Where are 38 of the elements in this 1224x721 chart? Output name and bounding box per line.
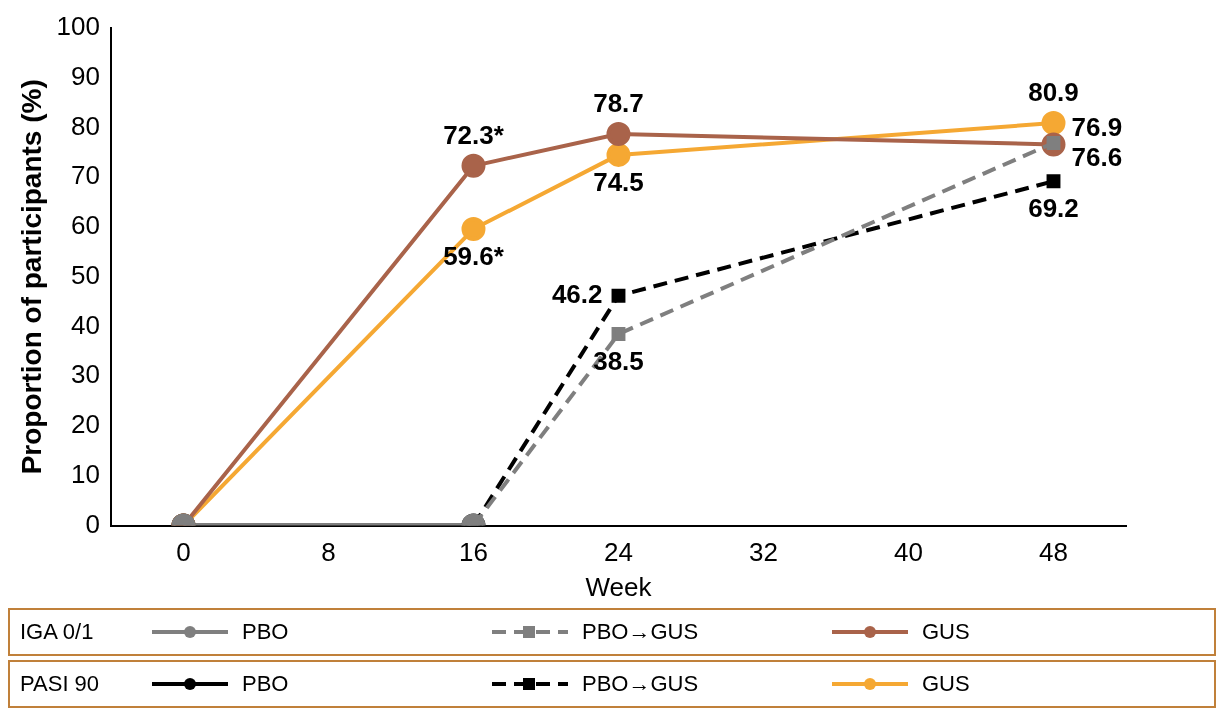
x-tick-label: 0 [176, 537, 191, 568]
x-tick-label: 16 [459, 537, 488, 568]
data-label: 59.6* [443, 241, 505, 272]
y-tick-label: 40 [71, 309, 100, 340]
data-label: 74.5 [593, 167, 644, 198]
y-axis-title: Proportion of participants (%) [15, 79, 47, 475]
data-label: 46.2 [551, 278, 603, 309]
y-tick-label: 30 [71, 359, 100, 390]
data-label: 78.7 [593, 88, 644, 119]
x-tick-label: 8 [321, 537, 336, 568]
legend-label: PBO [242, 671, 289, 697]
data-label: 80.9 [1028, 77, 1079, 108]
y-tick-label: 90 [71, 60, 100, 91]
legend-label: PBO→GUS [582, 619, 699, 645]
legend-label: GUS [922, 671, 970, 697]
legend-label: PBO→GUS [582, 671, 699, 697]
data-label: 38.5 [593, 346, 644, 377]
y-tick-label: 50 [71, 259, 100, 290]
x-tick-label: 48 [1039, 537, 1068, 568]
y-tick-label: 60 [71, 210, 100, 241]
text: IGA 0/1 [20, 619, 95, 645]
y-tick-label: 100 [56, 11, 100, 42]
y-tick-label: 10 [71, 459, 100, 490]
x-tick-label: 24 [604, 537, 633, 568]
data-label: 76.9 [1071, 112, 1123, 143]
data-label: 69.2 [1028, 193, 1079, 224]
y-tick-label: 70 [71, 160, 100, 191]
data-label: 72.3* [443, 120, 505, 151]
y-tick-label: 80 [71, 110, 100, 141]
y-tick-label: 0 [85, 508, 100, 539]
legend-label: GUS [922, 619, 970, 645]
legend-label: PBO [242, 619, 289, 645]
data-label: 76.6 [1071, 141, 1123, 172]
text: PASI 90 [20, 671, 101, 697]
y-tick-label: 20 [71, 409, 100, 440]
x-axis-title: Week [585, 571, 653, 602]
x-tick-label: 40 [894, 537, 923, 568]
x-tick-label: 32 [749, 537, 778, 568]
